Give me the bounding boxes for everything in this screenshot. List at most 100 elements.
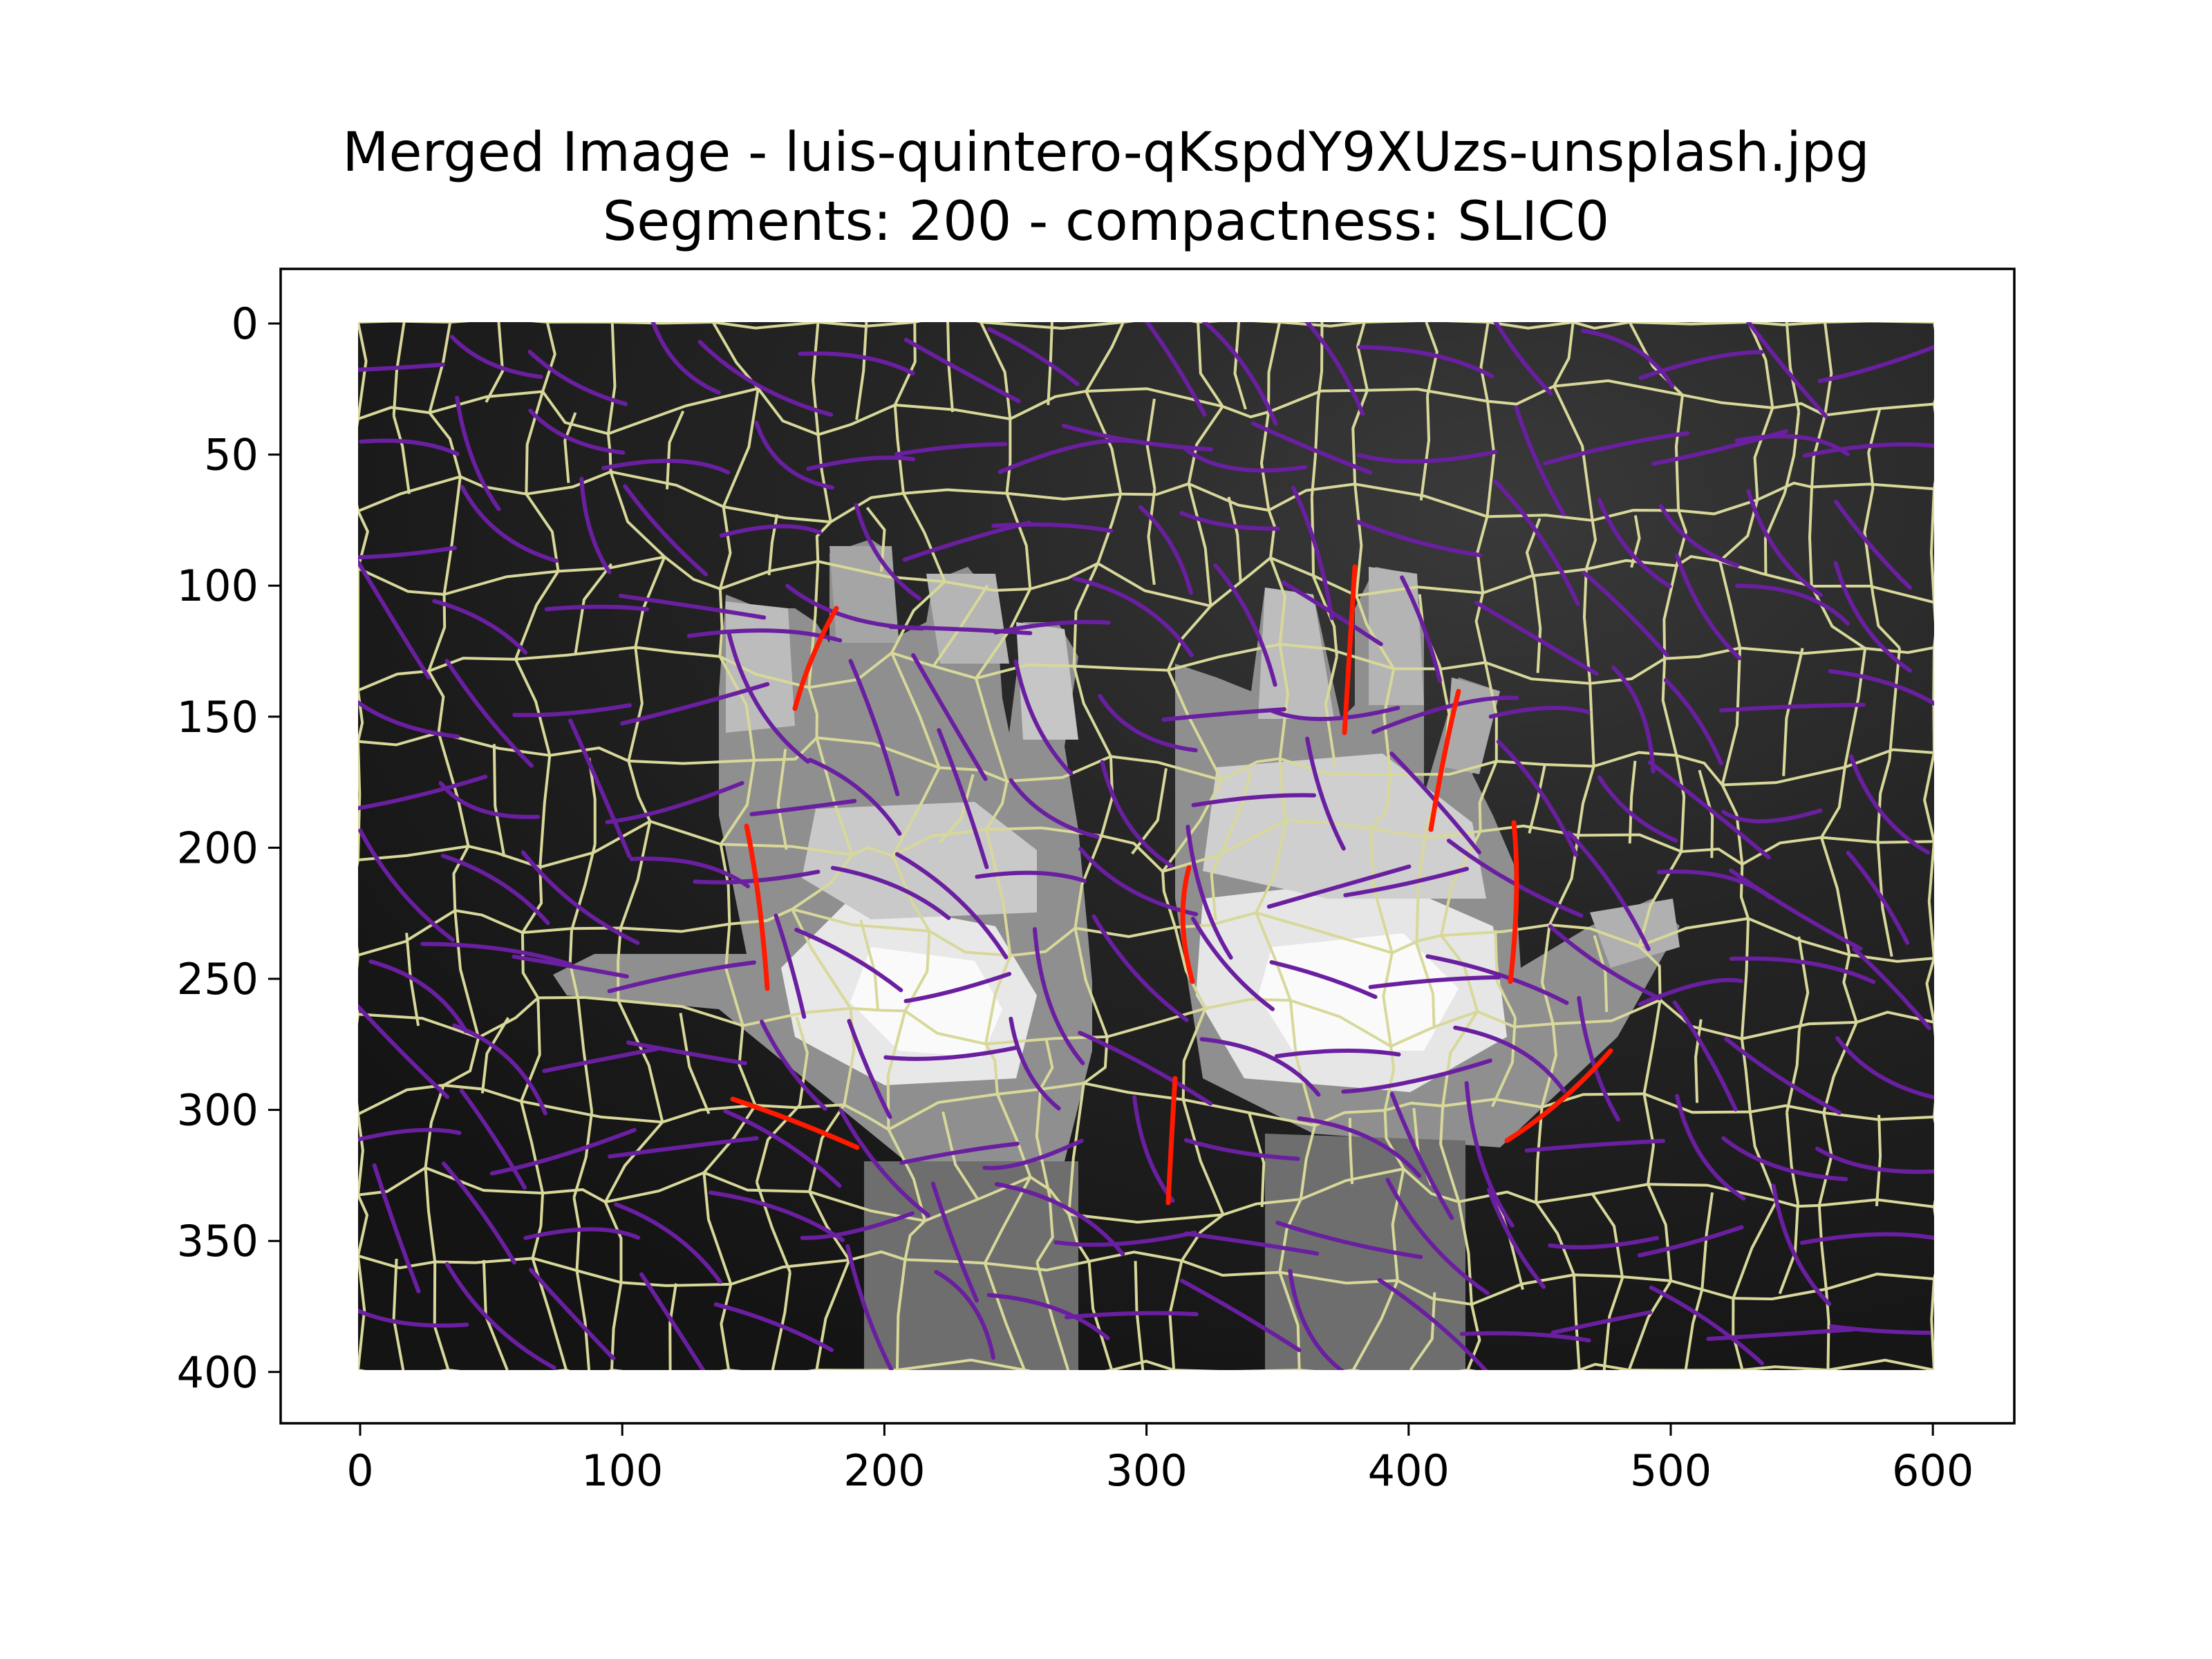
merge-curve bbox=[838, 1108, 931, 1218]
segment-edge bbox=[358, 741, 362, 861]
merge-curve bbox=[986, 1293, 1110, 1340]
segment-edge bbox=[1312, 576, 1338, 657]
x-tick-label: 300 bbox=[1105, 1445, 1187, 1496]
segment-edge bbox=[679, 1013, 711, 1114]
segment-edge bbox=[1593, 935, 1609, 1012]
segment-edge bbox=[791, 854, 854, 910]
segment-edge bbox=[454, 909, 523, 934]
segment-edge bbox=[1441, 923, 1550, 937]
segment-edge bbox=[392, 1258, 405, 1370]
merge-curve bbox=[982, 1138, 1084, 1170]
merge-curve bbox=[1274, 1049, 1401, 1058]
merge-curve bbox=[1649, 1285, 1765, 1366]
segment-edge bbox=[358, 860, 359, 955]
segment-edge bbox=[1458, 1190, 1537, 1204]
segment-edge bbox=[1089, 1250, 1182, 1263]
segment-edge bbox=[903, 930, 931, 1012]
segment-edge bbox=[1210, 845, 1226, 921]
merge-curve bbox=[1250, 421, 1373, 475]
merge-curve bbox=[1542, 431, 1690, 466]
segment-edge bbox=[894, 403, 1011, 421]
segment-edge bbox=[888, 1092, 998, 1131]
merge-curve bbox=[1199, 1037, 1321, 1097]
segment-edge bbox=[478, 997, 539, 1039]
merge-curve bbox=[1145, 322, 1207, 417]
segment-edge bbox=[1383, 1110, 1405, 1170]
merge-curve bbox=[605, 780, 744, 825]
segment-edge bbox=[1682, 393, 1773, 409]
segment-edge bbox=[525, 391, 545, 494]
merge-curve bbox=[774, 913, 807, 1019]
merge-curve-red bbox=[1342, 564, 1358, 735]
segment-edge bbox=[358, 1114, 364, 1195]
segment-edge bbox=[1721, 648, 1742, 785]
segment-edge bbox=[392, 415, 411, 494]
segment-edge bbox=[1933, 322, 1934, 404]
segment-edge bbox=[1670, 1279, 1734, 1300]
x-axis: 0 100 200 300 400 500 600 bbox=[346, 1423, 1974, 1496]
merge-curve bbox=[1009, 1016, 1061, 1111]
segment-edge bbox=[1324, 656, 1338, 767]
segment-edge bbox=[450, 322, 547, 324]
x-tick-label: 600 bbox=[1892, 1445, 1974, 1496]
segment-edge bbox=[757, 387, 819, 436]
segment-edge bbox=[1255, 912, 1292, 1001]
segment-edge bbox=[1739, 864, 1750, 919]
segment-edge bbox=[1268, 482, 1356, 512]
segment-edge bbox=[1772, 402, 1826, 417]
segment-edge bbox=[453, 910, 480, 1038]
segment-edge bbox=[1740, 1038, 1752, 1112]
segment-edge bbox=[723, 505, 831, 524]
segment-edge bbox=[1047, 322, 1053, 406]
segment-edge bbox=[1533, 581, 1542, 673]
merge-curve bbox=[529, 1268, 616, 1361]
segment-edge bbox=[1602, 1277, 1624, 1370]
segment-edge bbox=[531, 1192, 545, 1259]
segment-edge bbox=[1842, 954, 1858, 1023]
segment-edge bbox=[755, 1103, 845, 1109]
segment-edge bbox=[392, 322, 406, 416]
segment-edge bbox=[492, 744, 506, 857]
segment-edge bbox=[1221, 757, 1280, 782]
merge-curve bbox=[358, 545, 457, 560]
segment-edge bbox=[816, 736, 940, 769]
segment-edge bbox=[1403, 1168, 1459, 1203]
segment-edge bbox=[1440, 830, 1482, 936]
segment-edge bbox=[903, 1219, 926, 1260]
segment-edge bbox=[611, 1369, 729, 1370]
segment-edge bbox=[1661, 658, 1678, 756]
segment-edge bbox=[1197, 322, 1224, 408]
segment-edge bbox=[662, 1103, 756, 1124]
segment-edge bbox=[1647, 1183, 1777, 1202]
segment-edge bbox=[928, 930, 1011, 957]
segment-edge bbox=[1174, 1369, 1300, 1370]
segment-edge bbox=[1168, 643, 1280, 672]
segment-edge bbox=[720, 1284, 733, 1370]
segment-edge bbox=[1180, 1213, 1224, 1262]
segment-edge bbox=[1006, 755, 1112, 783]
merge-curve-red bbox=[1428, 688, 1461, 832]
merge-curve bbox=[1191, 793, 1316, 807]
merge-curve bbox=[848, 659, 900, 796]
merge-curve bbox=[1179, 1278, 1302, 1353]
segment-edge bbox=[452, 845, 470, 911]
merge-curve bbox=[460, 485, 559, 563]
segment-boundaries bbox=[358, 322, 1934, 1370]
segment-edge bbox=[1005, 419, 1012, 494]
segment-edge bbox=[1494, 930, 1517, 1019]
merge-curve bbox=[1548, 1235, 1660, 1250]
merge-curve bbox=[1514, 405, 1566, 516]
merge-curve bbox=[1675, 1094, 1746, 1201]
segment-edge bbox=[1382, 668, 1396, 775]
segment-edge bbox=[610, 470, 724, 508]
merge-curve bbox=[760, 1020, 827, 1111]
merge-curve bbox=[1053, 1230, 1197, 1247]
segment-edge bbox=[1925, 957, 1934, 1023]
segment-edge bbox=[1278, 758, 1288, 821]
segment-edge bbox=[905, 1258, 985, 1265]
segment-edge bbox=[1074, 664, 1168, 672]
merge-curve bbox=[1474, 600, 1599, 676]
segment-edge bbox=[574, 563, 613, 654]
segment-edge bbox=[358, 1194, 369, 1257]
segment-edge bbox=[1072, 563, 1099, 666]
